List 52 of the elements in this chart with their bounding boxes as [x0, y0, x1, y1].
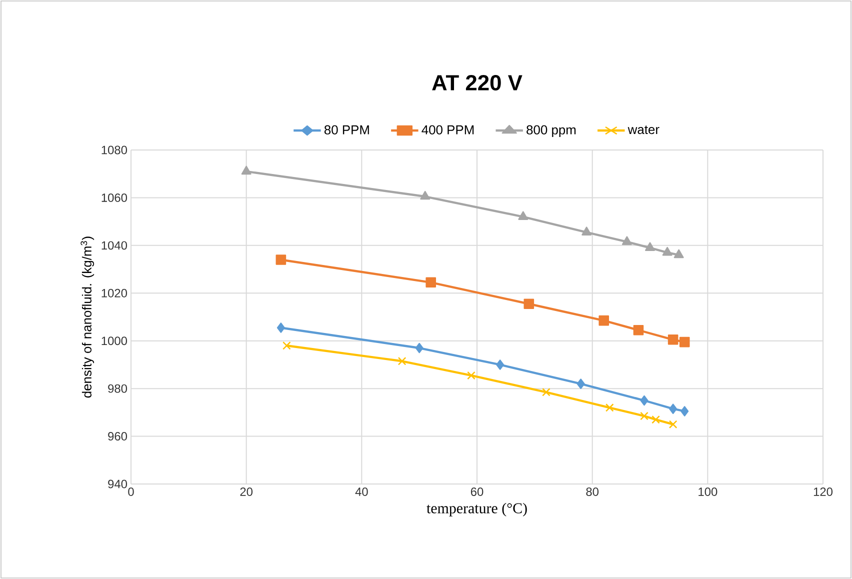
point [668, 420, 678, 429]
x-tick-label: 20 [240, 488, 253, 496]
y-tick-label: 1000 [102, 336, 128, 346]
point [679, 336, 690, 348]
point [668, 334, 678, 345]
point [415, 342, 424, 354]
y-tick-label: 960 [108, 432, 128, 441]
point [518, 211, 528, 220]
y-tick-label: 1080 [102, 146, 128, 154]
legend-label: 400 PPM [422, 125, 474, 134]
point [645, 242, 655, 251]
y-tick-label: 1020 [102, 288, 128, 298]
point [576, 378, 585, 389]
point [420, 190, 430, 200]
point [640, 395, 648, 406]
point [542, 388, 550, 396]
point [276, 254, 286, 265]
point [674, 249, 684, 258]
y-tick-label: 940 [108, 480, 128, 488]
point [582, 226, 592, 236]
legend-label: 80 PPM [324, 125, 369, 134]
point [662, 246, 672, 256]
point [282, 341, 291, 350]
point [496, 360, 504, 370]
point [669, 404, 678, 414]
x-tick-label: 120 [814, 488, 833, 496]
point [241, 166, 252, 175]
chart-title: AT 220 V [432, 74, 522, 91]
point [633, 324, 644, 336]
point [524, 298, 534, 310]
x-tick-label: 0 [128, 488, 134, 496]
y-axis-title: density of nanofluid. (kg/m$^{3}$) [80, 236, 94, 398]
legend-label: water [628, 126, 660, 134]
point [276, 322, 285, 333]
point [467, 371, 476, 380]
point [426, 277, 436, 288]
point [680, 406, 689, 416]
y-tick-label: 1040 [102, 241, 128, 250]
point [598, 315, 610, 326]
x-tick-label: 80 [586, 488, 599, 496]
point [605, 403, 614, 412]
x-tick-label: 40 [355, 488, 368, 496]
x-tick-label: 100 [698, 488, 718, 496]
x-tick-label: 60 [470, 488, 484, 496]
y-tick-label: 1060 [102, 193, 128, 202]
point [398, 356, 406, 366]
point [640, 412, 648, 420]
x-axis-title: temperature (°C) [426, 502, 527, 516]
point [622, 236, 632, 245]
point [652, 415, 660, 424]
y-tick-label: 980 [108, 384, 128, 393]
legend-label: 800 ppm [526, 125, 576, 137]
